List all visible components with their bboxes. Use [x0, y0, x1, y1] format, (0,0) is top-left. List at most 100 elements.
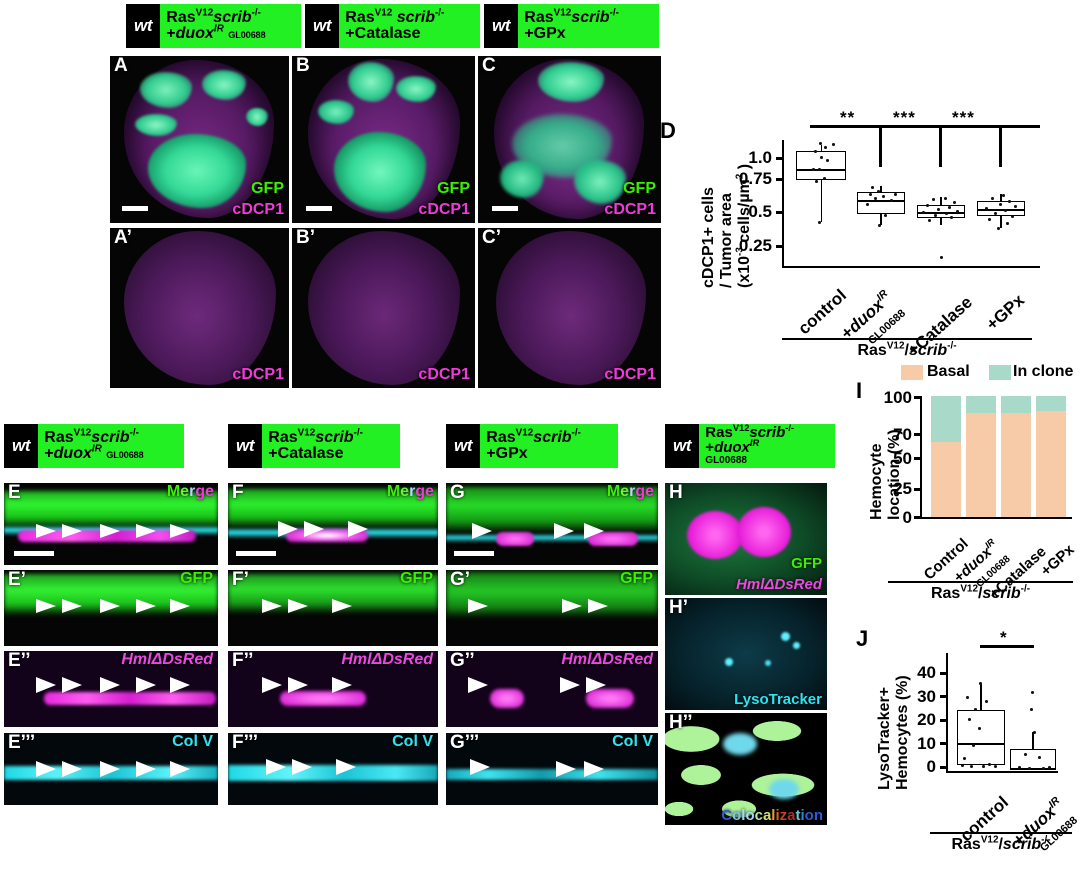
chart-D-point: [994, 212, 997, 215]
chart-D-point: [999, 203, 1002, 206]
chart-J-stars: *: [1000, 628, 1008, 647]
chart-D-point: [878, 224, 881, 227]
micrograph-panel-B[interactable]: B GFP cDCP1: [292, 56, 475, 223]
chart-I-bar-catalase-basal[interactable]: [1001, 413, 1031, 517]
chart-I-bar-duox-inclone[interactable]: [966, 396, 996, 413]
micrograph-panel-C[interactable]: C GFP cDCP1: [478, 56, 661, 223]
chart-D-whisker-gpx: [1000, 194, 1002, 201]
chart-D-point: [926, 204, 929, 207]
arrowheads: [278, 521, 368, 537]
chart-J-point: [1033, 731, 1036, 734]
micrograph-panel-A[interactable]: A GFP cDCP1: [110, 56, 289, 223]
micrograph-panel-F-prime[interactable]: F’ GFP: [228, 570, 438, 646]
chart-D-point: [988, 218, 991, 221]
chart-J-point: [968, 718, 971, 721]
micrograph-panel-H[interactable]: H GFP HmlΔDsRed: [665, 483, 827, 595]
chart-D-whisker-duox: [880, 186, 882, 193]
micrograph-panel-H-dprime[interactable]: H’’ Colocalization: [665, 713, 827, 825]
wt-label: wt: [228, 424, 263, 468]
chart-I-ytick-label: 100: [883, 388, 912, 407]
genotype-line2: +GPx: [524, 25, 566, 42]
genotype-header-G: wt RasV12scrib-/- +GPx: [446, 424, 618, 468]
chart-I-bar-gpx-basal[interactable]: [1036, 411, 1066, 517]
channel-label-gfp: GFP: [437, 179, 470, 197]
legend-label-in-clone: In clone: [1013, 363, 1074, 380]
chart-I-bar-control-basal[interactable]: [931, 442, 961, 517]
channel-label-lysotracker: LysoTracker: [734, 690, 822, 708]
chart-J-tick: [940, 718, 946, 722]
chart-I-bar-catalase-inclone[interactable]: [1001, 396, 1031, 413]
chart-J-whisker-control: [980, 683, 982, 711]
chart-J-point: [1018, 766, 1021, 769]
chart-D-tick: [776, 177, 782, 181]
chart-D-median-control: [796, 169, 846, 171]
chart-D-point: [991, 197, 994, 200]
micrograph-panel-B-prime[interactable]: B’ cDCP1: [292, 228, 475, 388]
chart-D-sig-drop: [999, 125, 1002, 167]
micrograph-panel-G-dprime[interactable]: G’’ HmlΔDsRed: [446, 651, 658, 727]
genotype-line1: RasV12 scrib-/-: [345, 7, 445, 26]
chart-J-ytick-label: 10: [917, 734, 936, 753]
chart-D-point: [950, 216, 953, 219]
genotype-line2: +duoxIR GL00688: [166, 23, 266, 42]
chart-J-point: [979, 682, 982, 685]
chart-D-point: [928, 219, 931, 222]
genotype-line1: RasV12scrib-/-: [166, 7, 261, 26]
panel-letter-B-prime: B’: [296, 228, 315, 248]
panel-letter-E-dprime: E’’: [8, 651, 31, 671]
chart-J-tick: [940, 671, 946, 675]
chart-J-ytick-label: 30: [917, 687, 936, 706]
panel-letter-E: E: [8, 483, 21, 503]
chart-J-sig-bar: [980, 645, 1034, 648]
chart-D-point: [985, 207, 988, 210]
genotype-line2: +GPx: [486, 445, 528, 462]
micrograph-panel-E[interactable]: E Merge: [4, 483, 218, 565]
micrograph-panel-G-tprime[interactable]: G’’’ Col V: [446, 733, 658, 805]
genotype-header-B: wt RasV12 scrib-/- +Catalase: [305, 4, 480, 48]
chart-J-point: [970, 765, 973, 768]
wt-label: wt: [126, 4, 161, 48]
micrograph-panel-H-prime[interactable]: H’ LysoTracker: [665, 598, 827, 710]
chart-I-bar-gpx-inclone[interactable]: [1036, 396, 1066, 411]
chart-D-box-duox[interactable]: [857, 192, 905, 214]
chart-J-point: [1024, 753, 1027, 756]
panel-letter-G-dprime: G’’: [450, 651, 475, 671]
genotype-header-C: wt RasV12scrib-/- +GPx: [484, 4, 659, 48]
chart-D-tick: [776, 211, 782, 214]
chart-D-box-gpx[interactable]: [977, 201, 1025, 216]
chart-D-box-catalase[interactable]: [917, 205, 965, 218]
micrograph-panel-E-dprime[interactable]: E’’ HmlΔDsRed: [4, 651, 218, 727]
chart-I-bar-duox-basal[interactable]: [966, 413, 996, 517]
channel-label-gfp: GFP: [180, 570, 213, 587]
arrowheads: [36, 524, 190, 538]
chart-D-point: [956, 210, 959, 213]
scale-bar: [236, 551, 276, 556]
chart-I-bar-control-inclone[interactable]: [931, 396, 961, 442]
scale-bar: [14, 551, 54, 556]
micrograph-panel-F-tprime[interactable]: F’’’ Col V: [228, 733, 438, 805]
chart-I-tick: [914, 516, 920, 519]
micrograph-panel-F-dprime[interactable]: F’’ HmlΔDsRed: [228, 651, 438, 727]
micrograph-panel-E-prime[interactable]: E’ GFP: [4, 570, 218, 646]
micrograph-panel-F[interactable]: F Merge: [228, 483, 438, 565]
micrograph-panel-G-prime[interactable]: G’ GFP: [446, 570, 658, 646]
micrograph-panel-A-prime[interactable]: A’ cDCP1: [110, 228, 289, 388]
micrograph-panel-C-prime[interactable]: C’ cDCP1: [478, 228, 661, 388]
chart-D-sig-drop: [939, 125, 942, 167]
chart-D-point: [922, 211, 925, 214]
channel-label-colv: Col V: [172, 733, 213, 750]
chart-I-ytick-label: 70: [893, 425, 912, 444]
chart-J-point: [978, 727, 981, 730]
chart-J-yaxis: [946, 653, 949, 773]
chart-J-genotype-label: RasV12/scrib-/-: [951, 834, 1051, 853]
channel-label-gfp: GFP: [400, 570, 433, 587]
panel-letter-G-prime: G’: [450, 570, 471, 590]
chart-D-genotype-label: RasV12/scrib-/-: [857, 340, 957, 359]
micrograph-panel-G[interactable]: G Merge: [446, 483, 658, 565]
chart-J-median-control: [957, 743, 1005, 745]
chart-D-whisker-gpx: [1000, 216, 1002, 228]
channel-label-hmldsred: HmlΔDsRed: [341, 651, 433, 668]
micrograph-panel-E-tprime[interactable]: E’’’ Col V: [4, 733, 218, 805]
wt-label: wt: [4, 424, 39, 468]
chart-J-point: [961, 764, 964, 767]
